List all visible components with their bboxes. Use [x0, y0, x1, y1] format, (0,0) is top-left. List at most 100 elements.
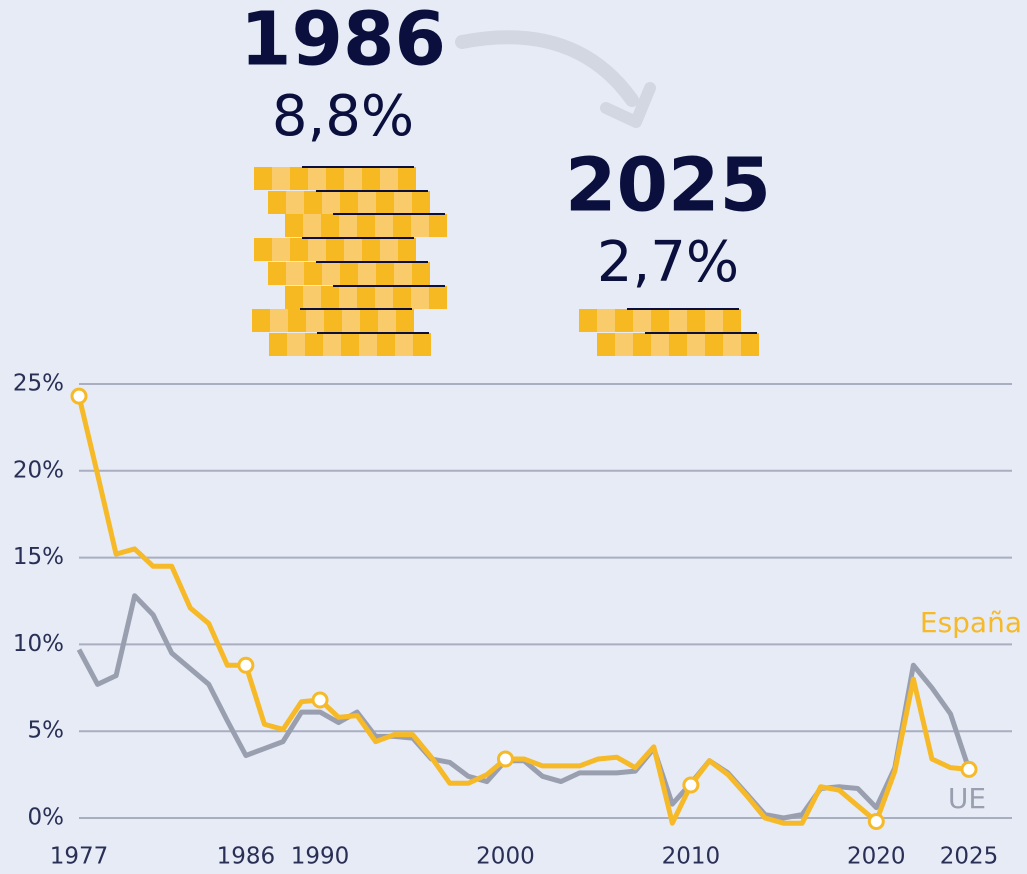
- coin-stripe: [303, 214, 321, 237]
- coin-stripe: [375, 214, 393, 237]
- coin-stripe: [321, 214, 339, 237]
- coin-stripe: [308, 238, 326, 261]
- coin-stripe: [358, 262, 376, 285]
- coin-stripe: [376, 262, 394, 285]
- coin-stripe: [597, 309, 615, 332]
- coin-stripe: [669, 309, 687, 332]
- coin-stripe: [344, 238, 362, 261]
- coin-stripe: [377, 333, 395, 356]
- coin-stripe: [394, 262, 412, 285]
- x-tick-label: 1986: [217, 844, 276, 870]
- coin-stripe: [305, 333, 323, 356]
- coin-stripe: [341, 333, 359, 356]
- coin-stripe: [362, 167, 380, 190]
- coin-stripe: [413, 333, 431, 356]
- coin-stripe: [344, 167, 362, 190]
- series-label: UE: [948, 782, 986, 815]
- coin-stripe: [324, 309, 342, 332]
- coin-stripe: [687, 333, 705, 356]
- coin-stripe: [633, 333, 651, 356]
- coin-stripe: [322, 262, 340, 285]
- coin-stripe: [270, 309, 288, 332]
- coin-stripe: [429, 286, 447, 309]
- coin-stripe: [579, 309, 597, 332]
- coin-stripe: [252, 309, 270, 332]
- coin-stripe: [380, 238, 398, 261]
- point-marker: [72, 389, 86, 403]
- coin-stripe: [741, 333, 759, 356]
- point-marker: [962, 762, 976, 776]
- coin-stripe: [357, 214, 375, 237]
- coin-stripe: [290, 238, 308, 261]
- coin-stripe: [705, 333, 723, 356]
- coin-stripe: [378, 309, 396, 332]
- x-tick-label: 2010: [662, 844, 721, 870]
- y-tick-label: 15%: [13, 544, 64, 570]
- coin-stripe: [615, 309, 633, 332]
- page: {"chart_data": {"type": "line", "annotat…: [0, 0, 1027, 870]
- y-tick-label: 20%: [13, 457, 64, 483]
- coin-stripe: [339, 286, 357, 309]
- coin-stripe: [376, 191, 394, 214]
- x-tick-label: 1977: [50, 844, 109, 870]
- coin-stripe: [290, 167, 308, 190]
- x-tick-label: 2000: [476, 844, 535, 870]
- coin-stripe: [304, 191, 322, 214]
- rate-label: 8,8%: [272, 84, 414, 149]
- coin-stripe: [362, 238, 380, 261]
- coin-stripe: [705, 309, 723, 332]
- coin-stripe: [393, 214, 411, 237]
- coin-stripe: [288, 309, 306, 332]
- point-marker: [684, 778, 698, 792]
- coin-stripe: [322, 191, 340, 214]
- coin-stripe: [359, 333, 377, 356]
- coin-stripe: [358, 191, 376, 214]
- coin-stripe: [269, 333, 287, 356]
- coin-stripe: [286, 262, 304, 285]
- coin-stripe: [395, 333, 413, 356]
- coin-stripe: [254, 238, 272, 261]
- coin-stripe: [723, 309, 741, 332]
- coin-stripe: [287, 333, 305, 356]
- arrow: [462, 37, 632, 100]
- coin-stripe: [597, 333, 615, 356]
- coin-stripe: [326, 238, 344, 261]
- coin-stripe: [723, 333, 741, 356]
- coin-stripe: [398, 167, 416, 190]
- coin-stripe: [380, 167, 398, 190]
- year-label: 1986: [240, 0, 446, 83]
- coin-stripe: [308, 167, 326, 190]
- coin-stripe: [272, 167, 290, 190]
- point-marker: [313, 693, 327, 707]
- coin-stripe: [360, 309, 378, 332]
- coin-stripe: [393, 286, 411, 309]
- coin-stripe: [321, 286, 339, 309]
- x-tick-label: 1990: [291, 844, 350, 870]
- coin-stripe: [254, 167, 272, 190]
- coin-stripe: [412, 191, 430, 214]
- coin-stripe: [303, 286, 321, 309]
- rate-label: 2,7%: [597, 230, 739, 295]
- coin-stripe: [412, 262, 430, 285]
- coin-stripe: [340, 191, 358, 214]
- coin-stripe: [429, 214, 447, 237]
- coin-stripe: [339, 214, 357, 237]
- series-line: [79, 396, 969, 823]
- coin-stripe: [651, 309, 669, 332]
- coin-stripe: [304, 262, 322, 285]
- coin-stripe: [396, 309, 414, 332]
- coin-stripe: [285, 286, 303, 309]
- coin-stripe: [375, 286, 393, 309]
- coin-stripe: [272, 238, 290, 261]
- coin-stripe: [268, 262, 286, 285]
- point-marker: [869, 814, 883, 828]
- coin-stripe: [306, 309, 324, 332]
- coin-stripe: [285, 214, 303, 237]
- coin-stripe: [340, 262, 358, 285]
- coin-stripe: [651, 333, 669, 356]
- coin-stripe: [286, 191, 304, 214]
- y-tick-label: 10%: [13, 631, 64, 657]
- coin-stripe: [323, 333, 341, 356]
- y-tick-label: 5%: [28, 718, 65, 744]
- point-marker: [498, 752, 512, 766]
